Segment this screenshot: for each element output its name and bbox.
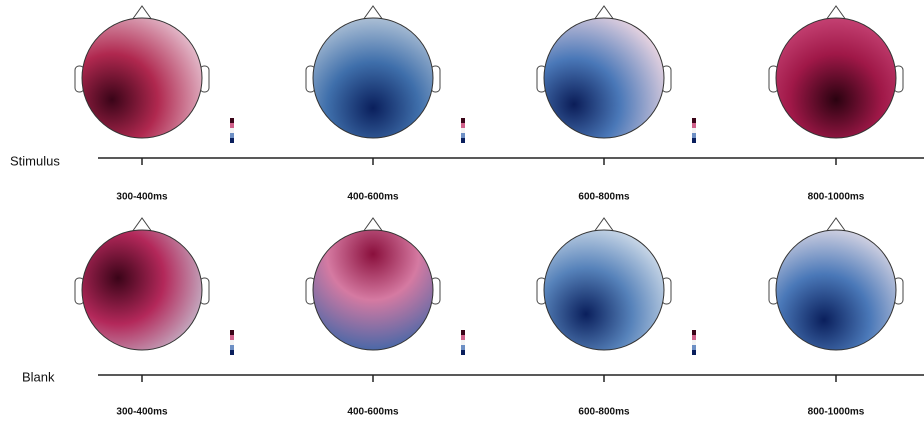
scalp-map — [543, 17, 665, 139]
nose — [362, 217, 384, 233]
window-label: 800-1000ms — [808, 407, 865, 418]
window-label: 600-800ms — [578, 407, 630, 418]
window-label: 600-800ms — [578, 192, 630, 203]
scalp-map — [312, 17, 434, 139]
topomap — [74, 5, 210, 139]
nose — [593, 217, 615, 233]
window-label: 800-1000ms — [808, 192, 865, 203]
scalp-map — [775, 17, 897, 139]
window-label: 400-600ms — [347, 192, 399, 203]
colorbar — [692, 118, 696, 143]
topomap — [768, 217, 904, 351]
scalp-map — [543, 229, 665, 351]
colorbar — [230, 330, 234, 355]
colorbar — [461, 118, 465, 143]
nose — [131, 217, 153, 233]
scalp-map — [775, 229, 897, 351]
row-label: Stimulus — [10, 153, 60, 168]
topomap — [536, 217, 672, 351]
window-label: 300-400ms — [116, 192, 168, 203]
nose — [825, 5, 847, 21]
topomap — [768, 5, 904, 139]
colorbar — [461, 330, 465, 355]
scalp-map — [312, 229, 434, 351]
topomap — [536, 5, 672, 139]
window-label: 300-400ms — [116, 407, 168, 418]
nose — [825, 217, 847, 233]
colorbar — [230, 118, 234, 143]
window-label: 400-600ms — [347, 407, 399, 418]
nose — [593, 5, 615, 21]
nose — [362, 5, 384, 21]
topomap — [305, 5, 441, 139]
topomap — [305, 217, 441, 351]
scalp-map — [81, 229, 203, 351]
colorbar — [692, 330, 696, 355]
topomap — [74, 217, 210, 351]
row-label: Blank — [22, 369, 55, 384]
scalp-map — [81, 17, 203, 139]
nose — [131, 5, 153, 21]
